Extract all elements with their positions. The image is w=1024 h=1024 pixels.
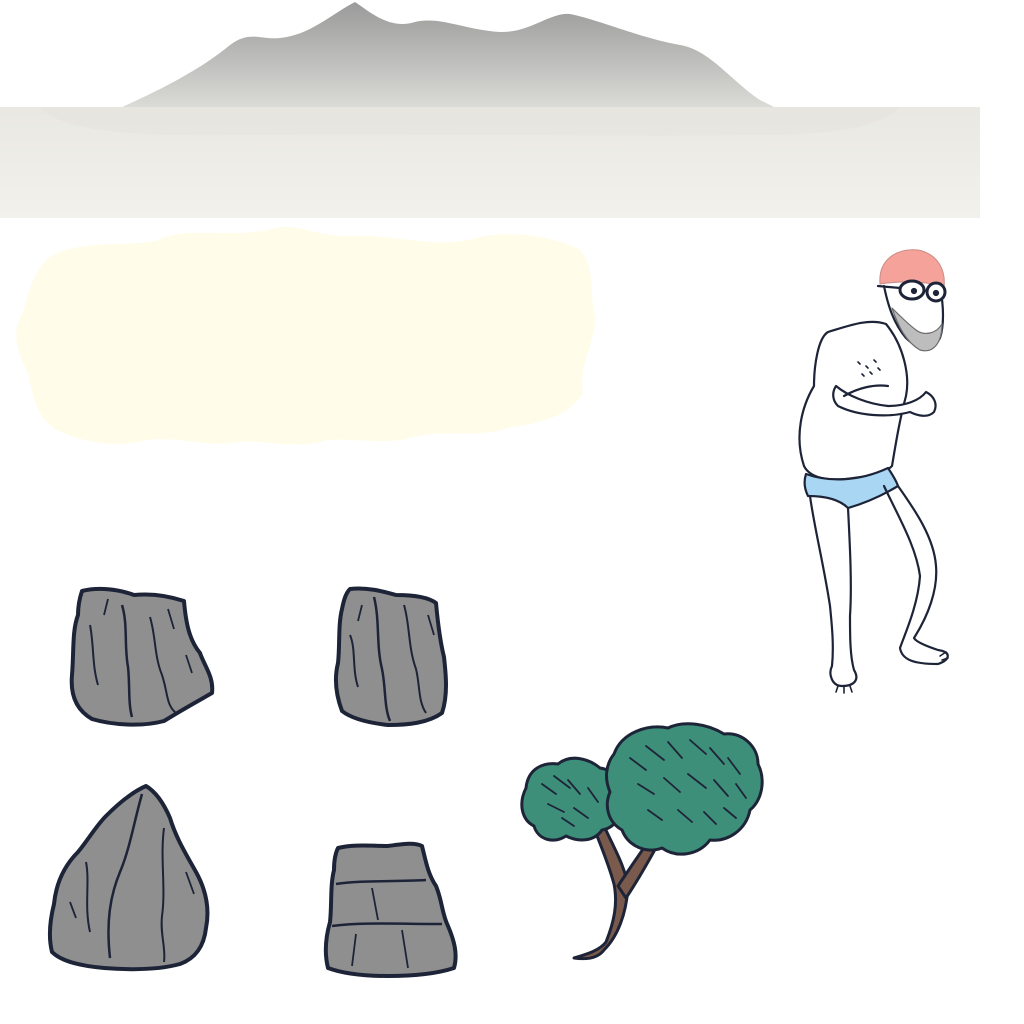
- elderly-swimmer-icon[interactable]: [788, 246, 954, 698]
- rock-icon[interactable]: [332, 585, 448, 728]
- pine-tree-icon[interactable]: [518, 718, 766, 964]
- mist-band-icon: [0, 107, 980, 218]
- rock-icon[interactable]: [322, 840, 460, 978]
- mountain-range-icon: [120, 0, 780, 110]
- fog-cloud-icon: [8, 218, 598, 458]
- rock-icon[interactable]: [46, 782, 212, 972]
- rock-icon[interactable]: [68, 585, 215, 727]
